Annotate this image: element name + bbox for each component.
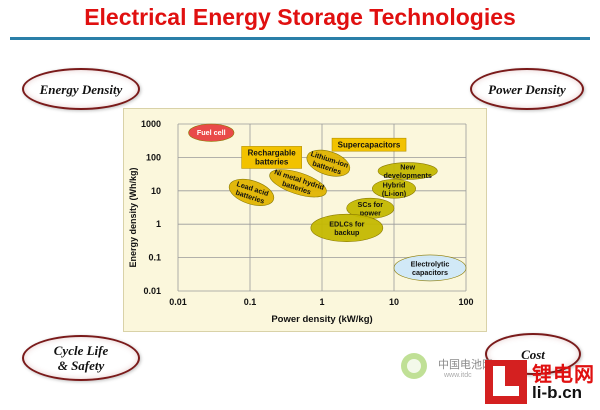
y-tick-label: 10 [151,186,161,196]
x-tick-label: 0.1 [244,297,257,307]
y-tick-label: 1 [156,219,161,229]
x-tick-label: 0.01 [169,297,187,307]
region-ellipse [188,123,235,142]
energy-density-bubble: Energy Density [22,68,140,110]
y-tick-label: 1000 [141,119,161,129]
region-group: Hybrid (Li-ion) [372,179,416,199]
y-tick-label: 0.01 [143,286,161,296]
region-ellipse [310,213,384,242]
x-tick-label: 1 [319,297,324,307]
cycle-life-safety-bubble: Cycle Life & Safety [22,335,140,381]
region-label: Fuel cell [197,128,226,137]
energy-density-label: Energy Density [39,81,123,97]
region-label: EDLCs for backup [329,219,364,237]
region-label: Electrolytic capacitors [411,259,450,277]
region-group: SCs for power [346,197,395,219]
region-group: EDLCs for backup [310,213,384,242]
y-tick-label: 100 [146,152,161,162]
annotation-box [241,146,302,169]
power-density-bubble: Power Density [470,68,584,110]
logo-cn-text: 锂电网 [532,362,595,386]
region-group: Lead acidbatteries [228,178,275,206]
region-label: SCs for power [358,200,384,218]
region-ellipse [306,149,351,177]
cycle-life-label: Cycle Life [53,343,109,358]
region-group: Fuel cell [188,123,235,142]
region-group: Electrolytic capacitors [393,254,467,282]
region-group: New developments [377,162,438,180]
watermark-logo-icon [401,353,427,379]
page-title: Electrical Energy Storage Technologies [84,4,516,30]
x-axis-label: Power density (kW/kg) [271,314,372,325]
logo-url-text: li-b.cn [532,383,583,402]
region-ellipse [228,178,275,206]
y-tick-label: 0.1 [148,253,161,263]
x-tick-label: 10 [389,297,399,307]
annotation-box [331,137,407,152]
region-label: Hybrid (Li-ion) [382,180,407,198]
region-label: New developments [384,162,432,180]
annotation-label: Rechargable batteries [248,148,297,166]
axes: 0.01 0.1 1 10 100 1000 100 10 1 0.1 0.01 Power dens… [128,119,474,325]
x-tick-label: 100 [458,297,473,307]
power-density-label: Power Density [488,81,566,97]
cost-bubble: Cost [485,333,581,375]
region-ellipse [377,162,438,180]
watermark-text: 中国电池网 [438,359,493,371]
safety-label: & Safety [57,358,105,373]
li-b-logo-icon [485,360,527,404]
annotation-label: Supercapacitors [338,141,401,150]
region-ellipse [393,254,467,282]
watermark-url: www.itdc [444,372,472,379]
region-ellipse [372,179,416,199]
chart-panel [123,108,487,332]
y-axis-label: Energy density (Wh/kg) [128,167,138,267]
title-underline [10,37,590,40]
cost-label: Cost [521,346,545,362]
region-ellipse [269,169,327,198]
